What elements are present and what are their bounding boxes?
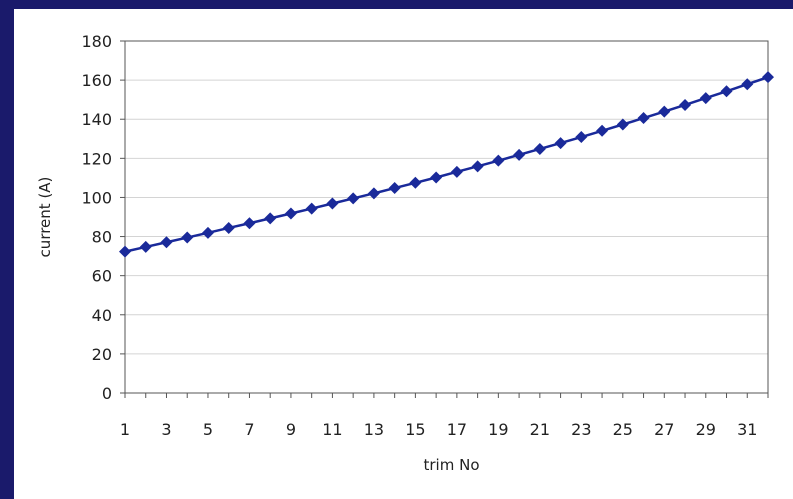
y-tick-label: 40 (92, 306, 112, 325)
series-line (124, 75, 769, 253)
data-point (471, 160, 484, 173)
data-point (533, 142, 546, 155)
x-tick-label: 9 (286, 420, 296, 439)
data-point (492, 154, 505, 167)
data-point (637, 112, 650, 125)
data-point (679, 98, 692, 111)
gridlines (125, 79, 768, 355)
y-tick-label: 80 (92, 228, 112, 247)
data-point (699, 92, 712, 105)
x-tick-label: 21 (530, 420, 550, 439)
data-point (658, 105, 671, 118)
data-point (388, 182, 401, 195)
data-point (160, 236, 173, 249)
x-tick-label: 31 (737, 420, 757, 439)
y-tick-label: 180 (81, 32, 112, 51)
data-point (741, 78, 754, 91)
data-point (575, 131, 588, 144)
x-tick-label: 25 (613, 420, 633, 439)
data-point (201, 226, 214, 239)
data-point (762, 71, 774, 84)
data-point (513, 148, 526, 161)
data-point (326, 197, 339, 210)
plot-area (124, 40, 769, 394)
data-point (554, 137, 567, 150)
x-tick-label: 5 (203, 420, 213, 439)
x-tick-label: 7 (244, 420, 254, 439)
data-point (430, 171, 443, 184)
data-point (243, 217, 256, 230)
x-tick-label: 15 (405, 420, 425, 439)
y-tick-label: 20 (92, 345, 112, 364)
x-tick-label: 1 (120, 420, 130, 439)
data-point (222, 221, 235, 234)
x-tick-label: 17 (447, 420, 467, 439)
data-point (720, 85, 733, 98)
y-axis-ticks: 0 20 40 60 80 100 120 140 160 180 (81, 32, 125, 403)
data-point (409, 176, 422, 189)
y-tick-label: 160 (81, 71, 112, 90)
x-tick-label: 27 (654, 420, 674, 439)
series-layer (119, 71, 774, 258)
data-point (616, 118, 629, 131)
data-point (367, 187, 380, 200)
chart-panel (14, 9, 793, 499)
x-tick-label: 13 (364, 420, 384, 439)
data-point (264, 212, 277, 225)
y-tick-label: 120 (81, 149, 112, 168)
y-tick-label: 100 (81, 188, 112, 207)
y-tick-label: 0 (102, 384, 112, 403)
data-point (181, 231, 194, 244)
y-axis-label: current (A) (36, 177, 54, 258)
data-point (284, 207, 297, 220)
x-tick-label: 23 (571, 420, 591, 439)
data-point (347, 192, 360, 205)
data-point (450, 165, 463, 178)
x-axis-ticks: 1 3 5 7 9 11 13 15 17 19 21 23 25 27 29 31 (120, 393, 769, 439)
x-tick-label: 29 (696, 420, 716, 439)
data-point (305, 202, 318, 215)
x-tick-label: 3 (161, 420, 171, 439)
x-axis-label: trim No (424, 456, 480, 474)
data-point (119, 245, 131, 258)
x-tick-label: 19 (488, 420, 508, 439)
y-tick-label: 140 (81, 110, 112, 129)
x-tick-label: 11 (322, 420, 342, 439)
data-point (139, 240, 152, 253)
data-point (596, 124, 609, 137)
y-tick-label: 60 (92, 267, 112, 286)
